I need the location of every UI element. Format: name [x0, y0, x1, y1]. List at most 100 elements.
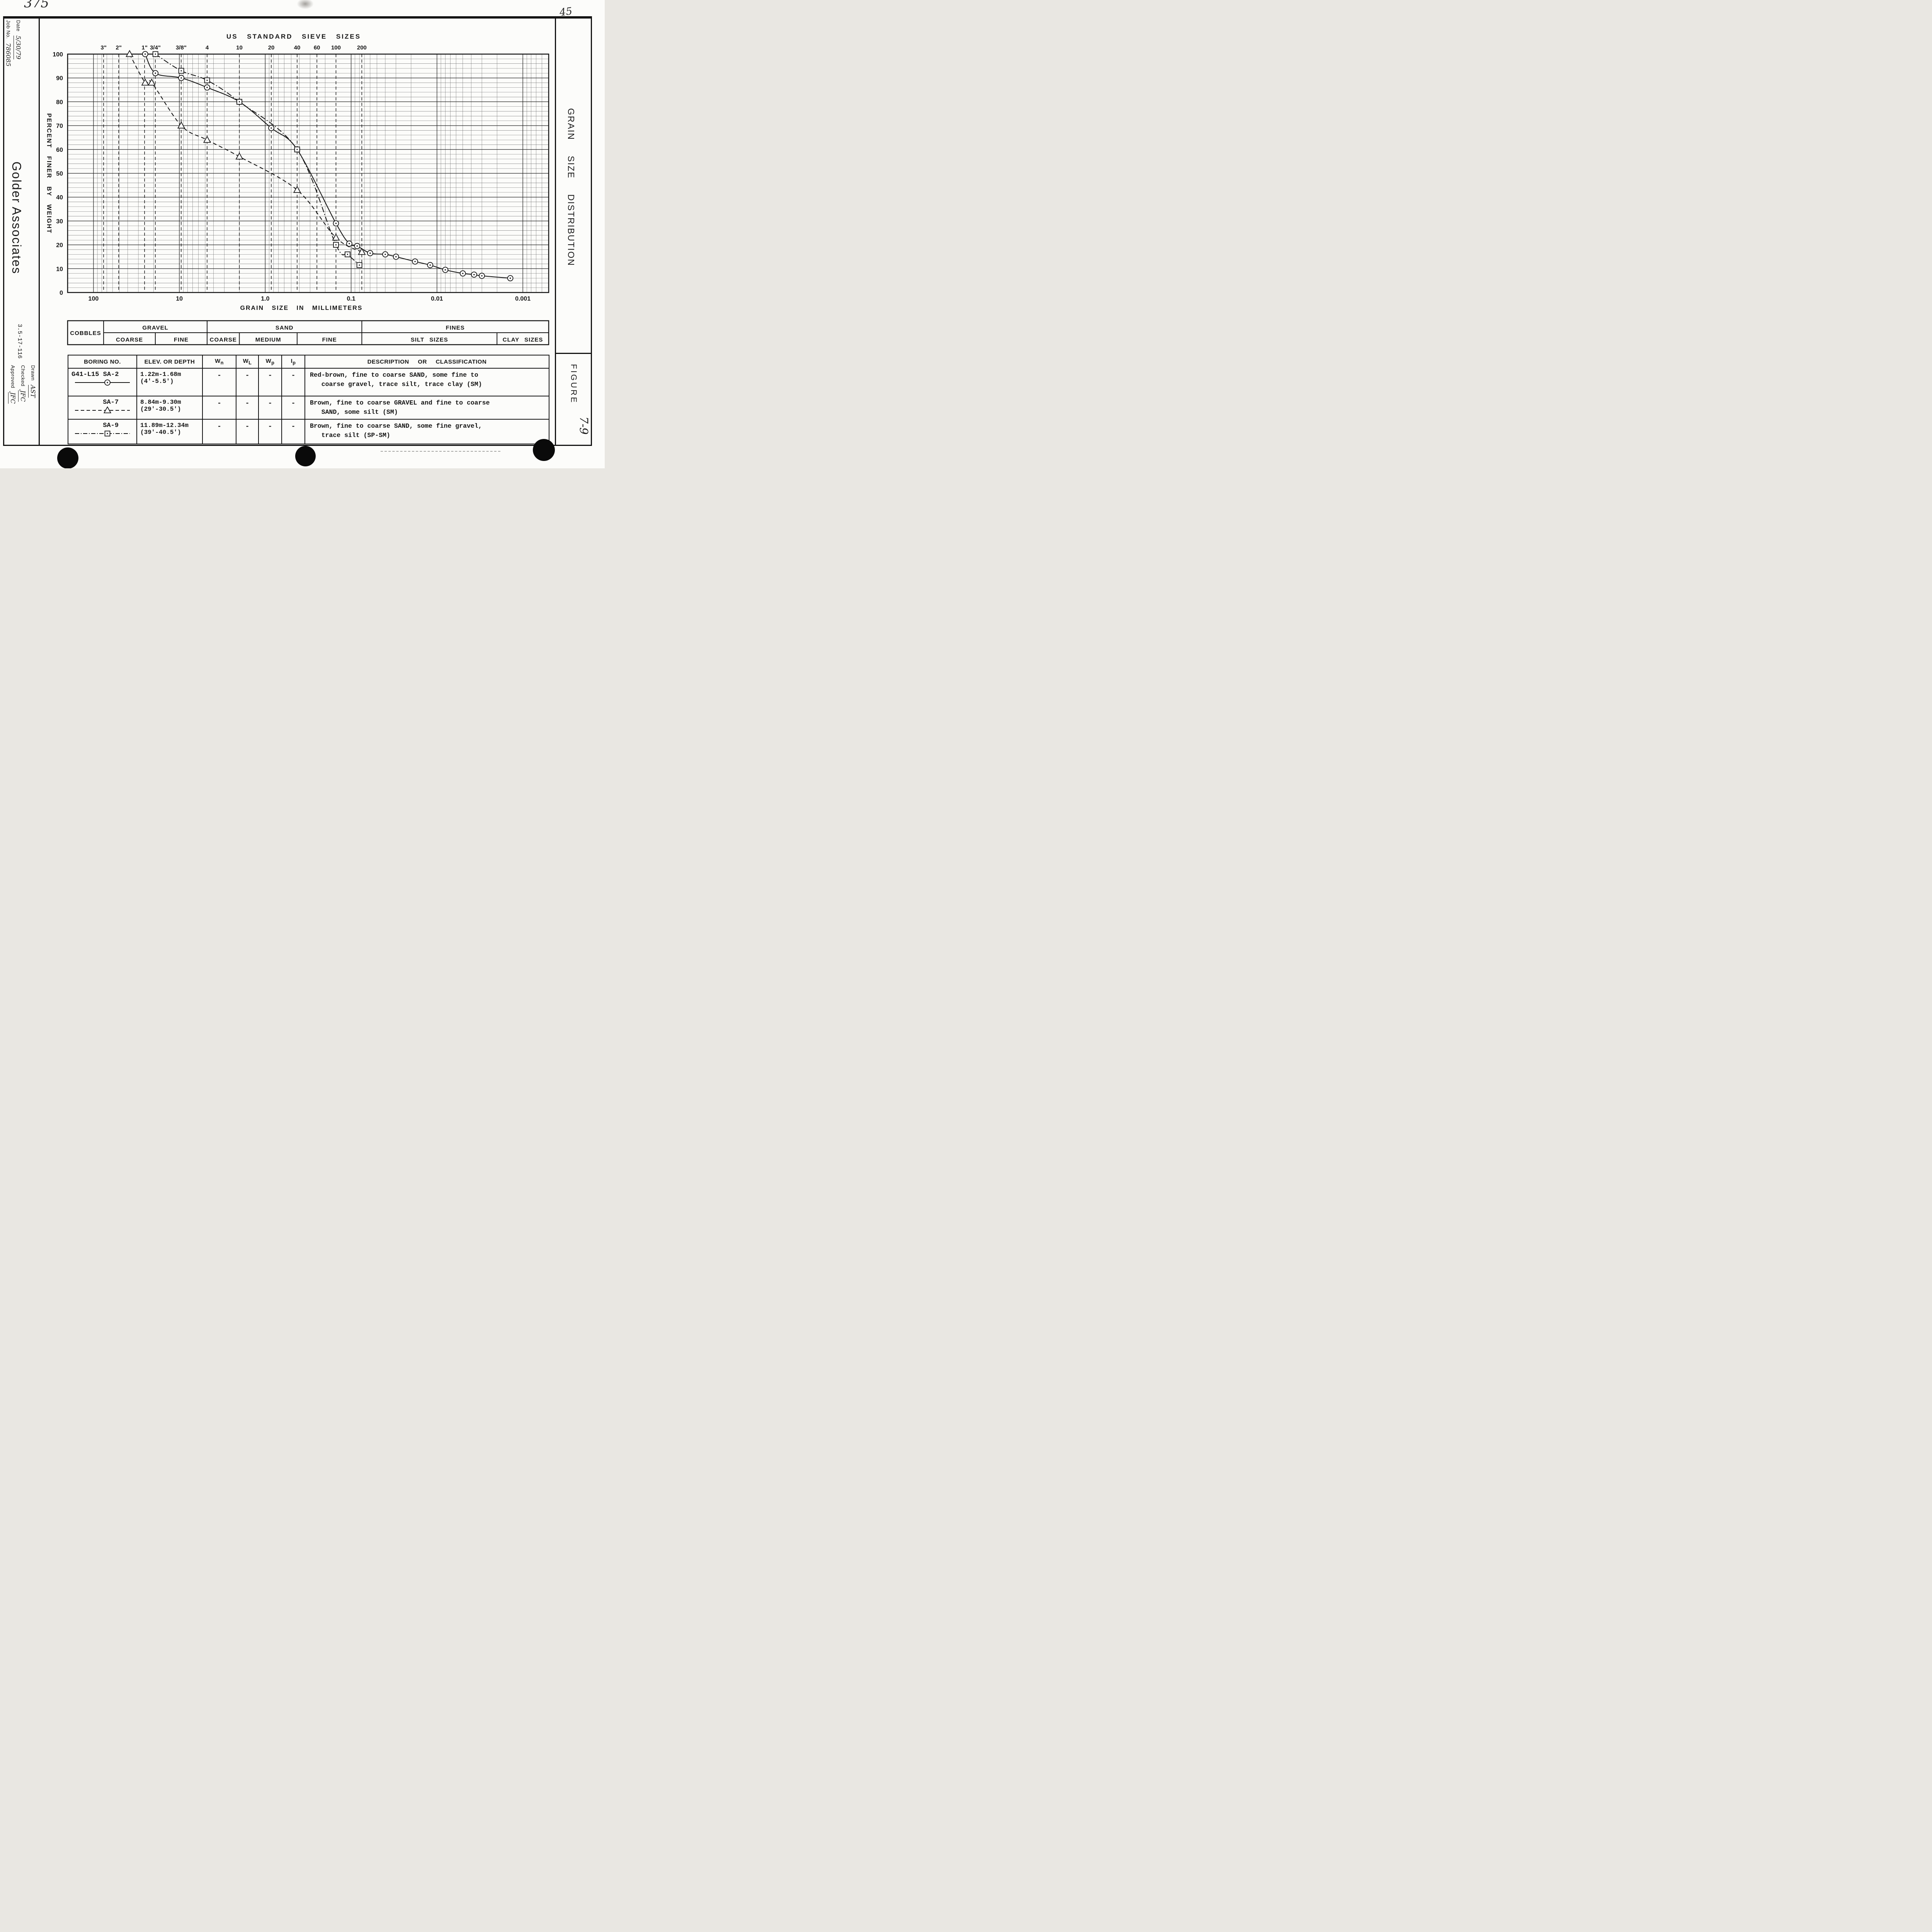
- y-tick-label: 60: [56, 147, 63, 153]
- project-number: 3.5-17-116: [16, 324, 23, 359]
- sieve-size-label: 3/4": [150, 44, 161, 51]
- y-tick-label: 90: [56, 75, 63, 82]
- cell-description: Red-brown, fine to coarse SAND, some fin…: [304, 368, 549, 396]
- checked-value: JFC: [19, 390, 27, 402]
- cell-wl: -: [236, 368, 259, 396]
- cell-ip: -: [281, 396, 305, 420]
- classification-sublabel: FINE: [322, 337, 337, 343]
- circle-marker: [412, 258, 418, 265]
- labels: US STANDARD SIEVE SIZES 3" 2" 1" 3/4" 3/8" 4 10…: [46, 33, 531, 311]
- plot-border: [67, 53, 549, 293]
- legend-symbol-SA-7: [68, 406, 136, 416]
- job-no-field: Job No. 786085: [5, 20, 12, 66]
- drawn-label: Drawn: [30, 365, 36, 381]
- y-axis-title: PERCENT FINER BY WEIGHT: [46, 113, 52, 234]
- col-header-ip: Ip: [281, 355, 305, 369]
- square-marker: [333, 242, 339, 248]
- series-markers-SA-9: [152, 51, 362, 268]
- boring-number: G41-L15 SA-2: [71, 371, 119, 378]
- circle-marker: [152, 70, 159, 77]
- y-tick-label: 50: [56, 171, 63, 177]
- sieve-axis-title: US STANDARD SIEVE SIZES: [226, 33, 361, 40]
- y-tick-label: 10: [56, 266, 63, 272]
- sieve-size-label: 200: [357, 44, 367, 51]
- sieve-size-label: 3": [100, 44, 106, 51]
- cell-wn: -: [202, 396, 236, 420]
- circle-marker: [479, 272, 485, 279]
- legend-symbol-SA-2: [68, 379, 136, 388]
- triangle-marker: [293, 185, 301, 193]
- boring-number: SA-7: [103, 399, 119, 406]
- checked-field: Checked JFC: [19, 365, 27, 402]
- cell-description: Brown, fine to coarse GRAVEL and fine to…: [304, 396, 549, 420]
- curve-SA-7: [129, 54, 362, 253]
- figure-label: FIGURE: [569, 364, 578, 404]
- depth-feet: (39'-40.5'): [140, 429, 181, 436]
- cell-wp: -: [258, 396, 282, 420]
- cell-wl: -: [236, 396, 259, 420]
- figure-box-divider: [556, 353, 592, 354]
- x-tick-label: 10: [176, 296, 183, 302]
- sieve-size-label: 40: [294, 44, 301, 51]
- circle-marker: [393, 253, 399, 260]
- classification-label: SAND: [276, 325, 294, 331]
- square-marker: [356, 262, 362, 268]
- scan-smudge: [297, 0, 314, 9]
- table-header: BORING NO. ELEV. OR DEPTH Wn WL Wp Ip DESCRIPT…: [68, 355, 549, 369]
- depth-feet: (4'-5.5'): [140, 378, 174, 385]
- circle-marker: [354, 243, 361, 249]
- handwritten-note-top-left: 375: [24, 0, 49, 11]
- circle-marker: [427, 262, 434, 268]
- markers: [126, 50, 514, 281]
- drawn-field: Drawn AST: [29, 365, 37, 398]
- classification-sublabel: CLAY SIZES: [503, 337, 543, 343]
- cell-depth: 8.84m-9.30m (29'-30.5'): [136, 396, 203, 420]
- triangle-marker: [235, 152, 243, 160]
- col-header-wl: WL: [236, 355, 259, 369]
- y-tick-label: 100: [53, 51, 63, 58]
- boring-data-table: BORING NO. ELEV. OR DEPTH Wn WL Wp Ip DESCRIPT…: [68, 355, 549, 444]
- classification-sublabel: SILT SIZES: [411, 337, 448, 343]
- y-tick-label: 80: [56, 99, 63, 105]
- sieve-size-label: 4: [206, 44, 209, 51]
- classification-sublabel: COARSE: [116, 337, 143, 343]
- cell-boring: SA-7: [68, 396, 137, 420]
- figure-title: GRAIN SIZE DISTRIBUTION: [566, 108, 576, 267]
- series-markers-SA-2: [142, 51, 514, 281]
- circle-marker: [333, 220, 339, 226]
- cell-wp: -: [258, 368, 282, 396]
- company-name: Golder Associates: [10, 162, 24, 274]
- x-tick-label: 0.01: [431, 296, 443, 302]
- cell-description: Brown, fine to coarse SAND, some fine gr…: [304, 419, 549, 444]
- title-block-divider: [39, 16, 40, 446]
- cell-wn: -: [202, 419, 236, 444]
- classification-sublabel: MEDIUM: [255, 337, 281, 343]
- classification-bar: COBBLES GRAVEL SAND FINES COARSE FINE COARSE ME…: [67, 320, 549, 345]
- circle-marker: [471, 271, 477, 278]
- drawn-value: AST: [29, 384, 37, 398]
- cell-wp: -: [258, 419, 282, 444]
- triangle-marker: [126, 50, 134, 57]
- x-axis-title: GRAIN SIZE IN MILLIMETERS: [240, 305, 363, 311]
- square-marker: [204, 77, 210, 83]
- square-marker: [152, 51, 158, 57]
- circle-marker: [204, 84, 210, 91]
- cell-boring: SA-9: [68, 419, 137, 444]
- triangle-marker: [332, 233, 340, 241]
- circle-marker: [178, 75, 184, 81]
- legend-symbol-SA-9: [68, 430, 136, 439]
- classification-sublabel: COARSE: [210, 337, 237, 343]
- date-value: 5/30/79: [15, 35, 22, 60]
- cell-wl: -: [236, 419, 259, 444]
- triangle-marker: [148, 78, 156, 86]
- series-markers-SA-7: [126, 50, 366, 255]
- curve-SA-9: [155, 54, 360, 265]
- outer-border: [3, 16, 592, 446]
- triangle-marker: [103, 406, 112, 413]
- y-tick-label: 0: [60, 290, 63, 296]
- classification-label: COBBLES: [70, 330, 101, 337]
- square-marker: [294, 146, 300, 153]
- approved-label: Approved: [10, 365, 16, 388]
- cell-ip: -: [281, 368, 305, 396]
- punch-hole: [295, 446, 316, 466]
